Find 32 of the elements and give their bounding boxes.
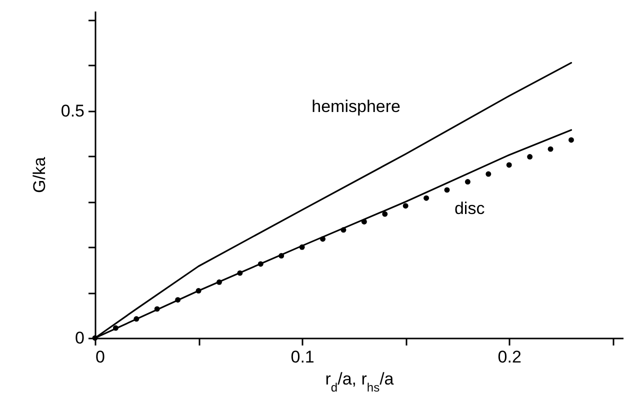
x-axis-title: r$_{d}$/a, r$_{hs}$/a	[325, 370, 394, 394]
point	[92, 335, 98, 341]
point	[464, 179, 470, 184]
point	[175, 297, 181, 303]
point	[196, 288, 202, 294]
x-tick-label: 0.2	[498, 348, 522, 366]
point	[299, 244, 305, 250]
point	[134, 316, 140, 322]
point	[112, 325, 118, 331]
point	[278, 253, 284, 259]
point	[402, 203, 408, 209]
series-label: disc	[454, 198, 486, 218]
x-tick-label: 0	[96, 348, 105, 366]
point	[258, 261, 264, 267]
point	[444, 187, 450, 193]
text: hemisphere	[312, 96, 400, 116]
point	[527, 154, 533, 160]
x-tick-label: 0.1	[290, 348, 314, 366]
y-axis-title: G/ka	[30, 156, 49, 193]
point	[486, 171, 492, 177]
point	[424, 195, 430, 201]
point	[361, 219, 367, 224]
point	[237, 270, 243, 276]
y-tick-label: 0.5	[60, 101, 84, 120]
point	[340, 227, 346, 233]
point	[568, 137, 574, 143]
point	[506, 162, 512, 168]
point	[320, 236, 326, 242]
point	[216, 279, 222, 285]
point	[154, 306, 160, 312]
point	[382, 211, 388, 217]
point	[548, 146, 554, 152]
